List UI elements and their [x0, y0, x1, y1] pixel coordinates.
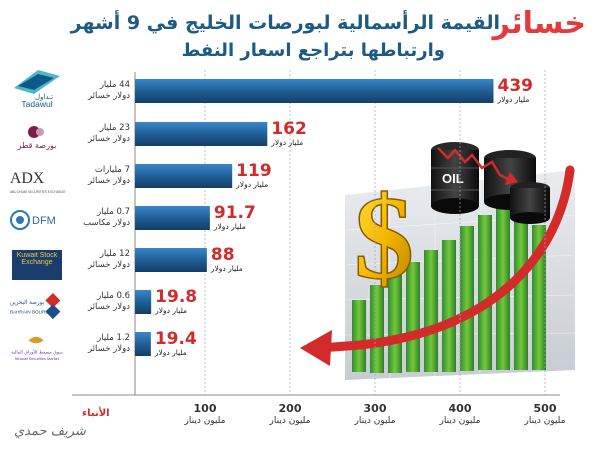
price-drop-line	[437, 147, 511, 182]
muscat-icon: سوق مسقط للأوراق المالية Muscat Securiti…	[11, 336, 63, 361]
loss-unit: دولار خسائر	[87, 91, 130, 102]
bar-value-label: 162	[271, 119, 307, 139]
tadawul-icon: تـداول Tadawul	[14, 70, 60, 108]
adx-subtitle: ABU DHABI SECURITIES EXCHANGE	[10, 190, 66, 194]
loss-amount: 0.6 مليار	[97, 291, 130, 301]
x-tick-unit: مليون دينار	[184, 416, 226, 426]
author-signature: شريف حمدي	[14, 424, 86, 439]
qatar-name: بورصة قطر	[17, 141, 57, 150]
adx-logo: ADX ABU DHABI SECURITIES EXCHANGE	[8, 165, 66, 197]
loss-unit: دولار خسائر	[87, 176, 130, 187]
bar-value-label: 119	[236, 161, 272, 181]
x-tick-unit: مليون دينار	[269, 416, 311, 426]
bar-value-label: 91.7	[213, 203, 256, 223]
bar-5	[135, 248, 207, 272]
loss-label: 44 مليار دولار خسائر	[88, 80, 130, 102]
loss-unit: دولار خسائر	[87, 344, 130, 355]
oil-label: OIL	[442, 171, 464, 186]
loss-label: 0.6 مليار دولار خسائر	[88, 291, 130, 313]
tadawul-logo: تـداول Tadawul	[8, 66, 66, 108]
kuwait-exchange-logo: Kuwait Stock Exchange	[8, 250, 66, 280]
decline-arrow	[300, 165, 575, 366]
bar-unit-label: مليار دولار	[497, 95, 530, 104]
x-tick-label: 500	[533, 402, 557, 415]
muscat-securities-logo: سوق مسقط للأوراق المالية Muscat Securiti…	[8, 332, 66, 364]
x-tick-unit: مليون دينار	[354, 416, 396, 426]
bar-2	[135, 122, 268, 146]
kuwait-icon: Kuwait Stock Exchange	[12, 250, 62, 280]
bar-unit-label: مليار دولار	[155, 306, 188, 315]
bars-layer	[135, 79, 494, 356]
x-tick-label: 200	[278, 402, 302, 415]
loss-label: 23 مليار دولار خسائر	[88, 123, 130, 145]
bar-unit-label: مليار دولار	[213, 222, 246, 231]
bahrain-english: BAHRAIN BOURSE	[10, 310, 52, 315]
kuwait-name: Kuwait Stock Exchange	[16, 252, 58, 267]
chart-title: القيمة الرأسمالية لبورصات الخليج في 9 أش…	[70, 12, 500, 34]
x-tick-label: 400	[448, 402, 472, 415]
loss-amount: 23 مليار	[99, 123, 130, 133]
chart-subtitle: وارتباطها بتراجع اسعار النفط	[181, 40, 445, 61]
loss-amount: 0.7 مليار	[97, 207, 130, 217]
adx-icon: ADX ABU DHABI SECURITIES EXCHANGE	[10, 170, 66, 194]
bar-unit-label: مليار دولار	[210, 264, 243, 273]
tadawul-english: Tadawul	[21, 99, 52, 108]
bar-unit-label: مليار دولار	[154, 348, 187, 357]
bar-value-label: 439	[497, 76, 533, 96]
loss-amount: 44 مليار	[99, 80, 130, 90]
bar-value-label: 19.4	[154, 329, 197, 349]
tadawul-arabic: تـداول	[35, 93, 53, 101]
adx-name: ADX	[10, 170, 45, 187]
x-tick-label: 100	[193, 402, 217, 415]
bahrain-bourse-logo: بورصة البحرين BAHRAIN BOURSE	[8, 290, 66, 324]
loss-unit: دولار خسائر	[87, 302, 130, 313]
bahrain-arabic: بورصة البحرين	[10, 300, 45, 306]
loss-amount: 1.2 مليار	[97, 333, 130, 343]
dfm-icon: DFM	[10, 210, 56, 230]
dfm-logo: DFM	[8, 206, 66, 238]
title-accent-word: خسائر	[492, 6, 586, 41]
loss-label: 12 مليار دولار خسائر	[88, 249, 130, 271]
qatar-exchange-logo: بورصة قطر	[8, 122, 66, 152]
x-tick-unit: مليون دينار	[524, 416, 566, 426]
bar-1	[135, 79, 494, 103]
loss-unit: دولار مكاسب	[83, 218, 130, 229]
bar-6	[135, 290, 152, 314]
dollar-sign-icon: $	[354, 171, 414, 304]
loss-label: 0.7 مليار دولار مكاسب	[83, 207, 130, 229]
loss-amount: 7 مليارات	[94, 165, 130, 175]
loss-label: 7 مليارات دولار خسائر	[88, 165, 130, 187]
loss-unit: دولار خسائر	[87, 134, 130, 145]
loss-amount: 12 مليار	[99, 249, 130, 259]
muscat-arabic: سوق مسقط للأوراق المالية	[11, 349, 63, 356]
x-tick-unit: مليون دينار	[439, 416, 481, 426]
qatar-icon: بورصة قطر	[17, 126, 57, 150]
green-bars-graphic	[352, 202, 546, 373]
bar-4	[135, 206, 210, 230]
x-tick-label: 300	[363, 402, 387, 415]
bar-3	[135, 164, 233, 188]
loss-label: 1.2 مليار دولار خسائر	[88, 333, 130, 355]
price-drop-arrowhead	[505, 172, 518, 185]
loss-unit: دولار خسائر	[87, 260, 130, 271]
bar-value-label: 19.8	[155, 287, 198, 307]
bar-unit-label: مليار دولار	[236, 180, 269, 189]
brand-logo: الأنباء	[82, 408, 110, 419]
bar-7	[135, 332, 151, 356]
muscat-english: Muscat Securities Market	[15, 356, 60, 361]
bahrain-icon: بورصة البحرين BAHRAIN BOURSE	[10, 292, 61, 320]
dfm-name: DFM	[32, 215, 56, 227]
bar-value-label: 88	[210, 245, 235, 265]
bar-unit-label: مليار دولار	[271, 138, 304, 147]
